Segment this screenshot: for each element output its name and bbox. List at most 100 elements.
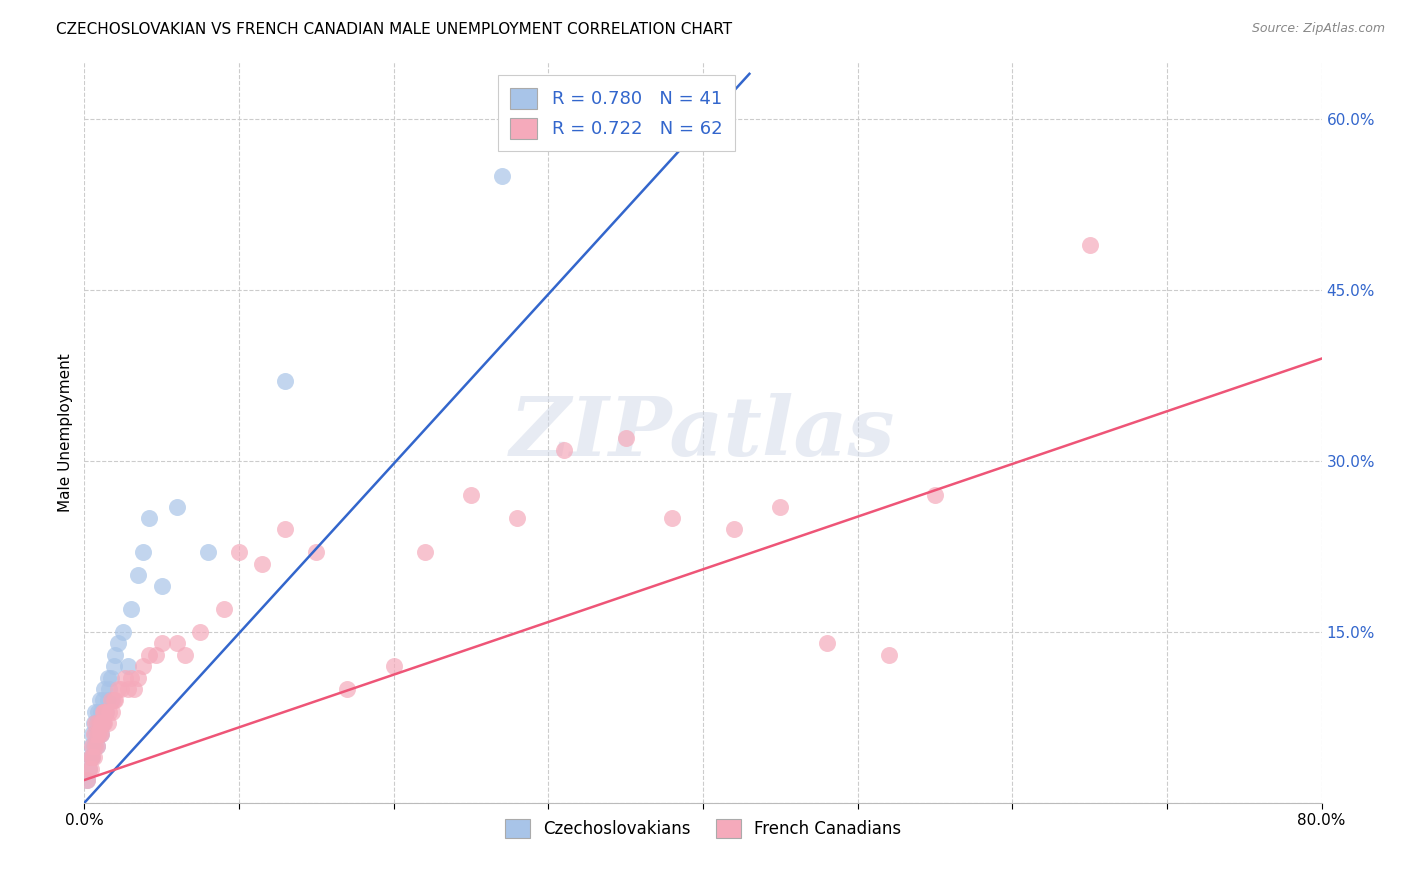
Point [132, 545, 155, 559]
Point [77, 762, 100, 776]
Point [83, 739, 105, 753]
Point [769, 500, 792, 514]
Point [491, 169, 513, 184]
Point [127, 568, 149, 582]
Point [84, 727, 107, 741]
Point [815, 636, 838, 650]
Point [98, 705, 121, 719]
Point [103, 693, 125, 707]
Point [107, 681, 129, 696]
Point [197, 545, 219, 559]
Point [117, 681, 139, 696]
Point [96, 716, 118, 731]
Point [274, 523, 297, 537]
Point [89, 727, 111, 741]
Point [112, 624, 135, 639]
Point [94, 705, 117, 719]
Point [96, 693, 118, 707]
Point [150, 636, 173, 650]
Point [305, 545, 328, 559]
Point [104, 648, 127, 662]
Point [877, 648, 900, 662]
Legend: Czechoslovakians, French Canadians: Czechoslovakians, French Canadians [496, 810, 910, 847]
Point [89, 716, 111, 731]
Y-axis label: Male Unemployment: Male Unemployment [58, 353, 73, 512]
Point [94, 705, 117, 719]
Point [122, 681, 145, 696]
Point [79, 739, 101, 753]
Point [87, 727, 110, 741]
Point [212, 602, 235, 616]
Point [460, 488, 482, 502]
Text: CZECHOSLOVAKIAN VS FRENCH CANADIAN MALE UNEMPLOYMENT CORRELATION CHART: CZECHOSLOVAKIAN VS FRENCH CANADIAN MALE … [56, 22, 733, 37]
Point [76, 772, 98, 787]
Point [87, 727, 110, 741]
Point [382, 659, 405, 673]
Point [90, 705, 112, 719]
Point [86, 739, 108, 753]
Point [127, 671, 149, 685]
Point [83, 727, 105, 741]
Point [84, 739, 107, 753]
Point [79, 762, 101, 776]
Point [91, 693, 114, 707]
Point [86, 739, 108, 753]
Point [87, 705, 110, 719]
Point [83, 716, 105, 731]
Point [82, 739, 104, 753]
Point [90, 716, 112, 731]
Point [82, 727, 104, 741]
Point [110, 681, 132, 696]
Point [107, 636, 129, 650]
Point [83, 750, 105, 764]
Point [101, 705, 124, 719]
Point [79, 750, 101, 764]
Text: ZIPatlas: ZIPatlas [510, 392, 896, 473]
Point [84, 716, 107, 731]
Point [89, 716, 111, 731]
Point [274, 375, 297, 389]
Point [84, 705, 107, 719]
Point [104, 693, 127, 707]
Point [228, 545, 250, 559]
Point [90, 727, 112, 741]
Point [138, 648, 160, 662]
Point [138, 511, 160, 525]
Point [924, 488, 946, 502]
Point [101, 693, 124, 707]
Point [100, 671, 122, 685]
Point [166, 636, 188, 650]
Point [96, 671, 118, 685]
Point [91, 716, 114, 731]
Point [132, 659, 155, 673]
Point [150, 579, 173, 593]
Point [82, 750, 104, 764]
Text: Source: ZipAtlas.com: Source: ZipAtlas.com [1251, 22, 1385, 36]
Point [723, 523, 745, 537]
Point [250, 557, 273, 571]
Point [87, 716, 110, 731]
Point [76, 772, 98, 787]
Point [91, 716, 114, 731]
Point [166, 500, 188, 514]
Point [506, 511, 529, 525]
Point [1078, 237, 1101, 252]
Point [336, 681, 359, 696]
Point [188, 624, 211, 639]
Point [100, 693, 122, 707]
Point [90, 727, 112, 741]
Point [145, 648, 167, 662]
Point [93, 681, 115, 696]
Point [86, 716, 108, 731]
Point [103, 659, 125, 673]
Point [82, 750, 104, 764]
Point [91, 705, 114, 719]
Point [117, 659, 139, 673]
Point [120, 602, 142, 616]
Point [174, 648, 197, 662]
Point [98, 681, 121, 696]
Point [614, 431, 637, 445]
Point [89, 693, 111, 707]
Point [413, 545, 436, 559]
Point [114, 671, 136, 685]
